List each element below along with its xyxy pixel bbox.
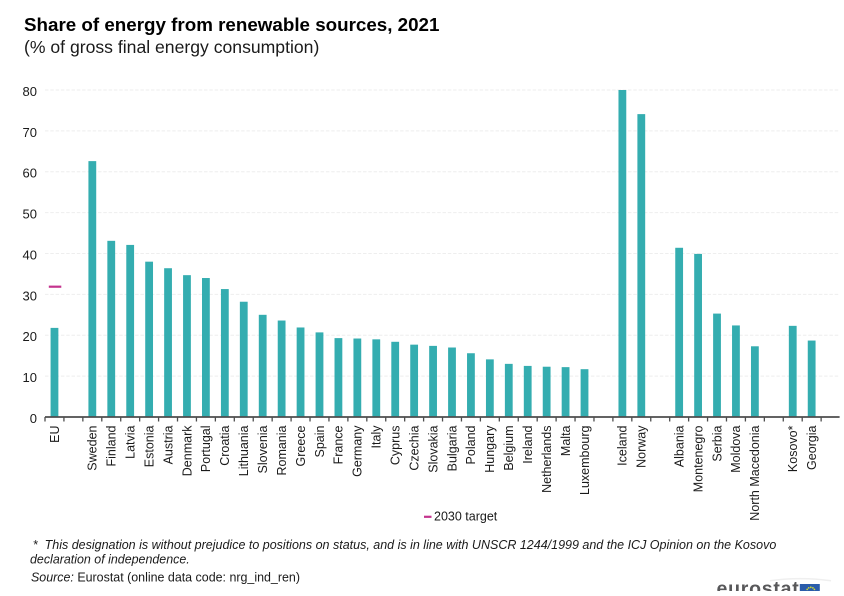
- svg-text:France: France: [332, 425, 346, 464]
- svg-text:Share of energy from renewable: Share of energy from renewable sources, …: [24, 14, 439, 35]
- svg-text:Moldova: Moldova: [729, 425, 743, 472]
- svg-text:50: 50: [23, 207, 37, 222]
- svg-text:Netherlands: Netherlands: [540, 426, 554, 493]
- svg-text:2030 target: 2030 target: [434, 510, 498, 524]
- svg-text:Hungary: Hungary: [483, 425, 497, 473]
- svg-text:10: 10: [23, 370, 37, 385]
- svg-text:Source: Eurostat (online data: Source: Eurostat (online data code: nrg_…: [31, 571, 300, 585]
- svg-text:Georgia: Georgia: [805, 425, 819, 470]
- svg-text:* This designation is without: * This designation is without prejudice …: [33, 538, 777, 552]
- svg-text:Sweden: Sweden: [86, 425, 100, 470]
- svg-text:0: 0: [30, 411, 37, 426]
- svg-text:Slovakia: Slovakia: [426, 425, 440, 472]
- svg-text:Lithuania: Lithuania: [237, 425, 251, 476]
- svg-text:Norway: Norway: [635, 425, 649, 468]
- svg-text:Germany: Germany: [351, 425, 365, 477]
- svg-text:Belgium: Belgium: [502, 426, 516, 471]
- svg-text:Montenegro: Montenegro: [691, 425, 705, 492]
- svg-text:(% of gross final energy consu: (% of gross final energy consumption): [24, 37, 319, 57]
- svg-text:EU: EU: [48, 426, 62, 443]
- svg-text:20: 20: [23, 329, 37, 344]
- svg-text:Estonia: Estonia: [142, 425, 156, 467]
- svg-text:Italy: Italy: [370, 425, 384, 449]
- svg-text:Romania: Romania: [275, 425, 289, 475]
- svg-text:Czechia: Czechia: [407, 425, 421, 470]
- svg-text:Luxembourg: Luxembourg: [578, 425, 592, 495]
- svg-text:80: 80: [23, 84, 37, 99]
- svg-text:declaration of independence.: declaration of independence.: [30, 553, 190, 567]
- svg-text:eurostat: eurostat: [717, 578, 800, 591]
- svg-text:Serbia: Serbia: [710, 425, 724, 461]
- svg-text:30: 30: [23, 288, 37, 303]
- svg-text:Bulgaria: Bulgaria: [445, 425, 459, 471]
- svg-text:Denmark: Denmark: [180, 425, 194, 476]
- svg-text:60: 60: [23, 166, 37, 181]
- svg-text:Croatia: Croatia: [218, 425, 232, 465]
- svg-text:Malta: Malta: [559, 425, 573, 456]
- svg-text:Slovenia: Slovenia: [256, 425, 270, 473]
- svg-text:Spain: Spain: [313, 425, 327, 457]
- svg-text:Kosovo*: Kosovo*: [786, 425, 800, 472]
- svg-text:Portugal: Portugal: [199, 426, 213, 473]
- svg-text:North Macedonia: North Macedonia: [748, 425, 762, 520]
- svg-text:Greece: Greece: [294, 425, 308, 466]
- svg-text:Iceland: Iceland: [616, 425, 630, 465]
- svg-text:Austria: Austria: [161, 425, 175, 464]
- svg-text:Cyprus: Cyprus: [389, 426, 403, 466]
- svg-text:Finland: Finland: [105, 425, 119, 466]
- svg-text:Latvia: Latvia: [123, 425, 137, 458]
- svg-text:70: 70: [23, 125, 37, 140]
- svg-text:40: 40: [23, 247, 37, 262]
- svg-text:Albania: Albania: [672, 425, 686, 467]
- svg-text:Poland: Poland: [464, 425, 478, 464]
- svg-text:Ireland: Ireland: [521, 425, 535, 463]
